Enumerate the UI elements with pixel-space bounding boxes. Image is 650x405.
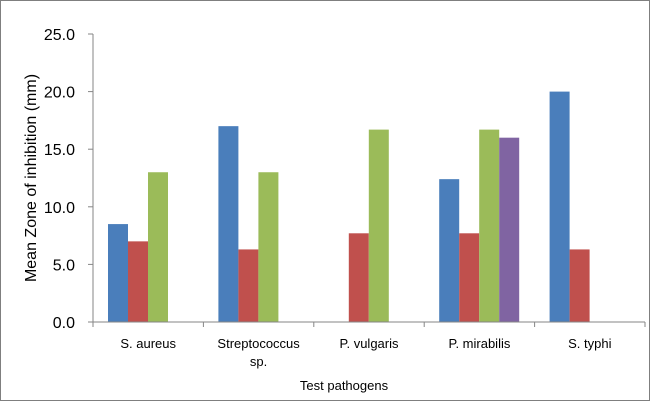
x-tick-label-line: Streptococcus [217, 336, 300, 351]
y-tick-label: 25.0 [44, 27, 75, 44]
x-tick-label: S. aureus [120, 336, 176, 351]
x-tick-label-line: S. aureus [120, 336, 176, 351]
bar [108, 224, 128, 322]
bar [238, 249, 259, 322]
x-ticks: S. aureus Streptococcus sp. P. vulgaris P. m… [92, 322, 646, 369]
y-ticks: 0.0 5.0 10.0 15.0 20.0 25.0 [44, 27, 93, 332]
bar [128, 241, 148, 322]
bar [258, 172, 279, 322]
x-tick-label: P. mirabilis [448, 336, 510, 351]
x-tick-label: P. vulgaris [339, 336, 399, 351]
bar [459, 233, 480, 322]
x-tick-label-line: sp. [250, 354, 267, 369]
y-tick-label: 15.0 [44, 142, 75, 159]
x-tick-label: S. typhi [568, 336, 611, 351]
x-tick-label-line: P. vulgaris [339, 336, 399, 351]
bar [569, 249, 590, 322]
y-axis-title: Mean Zone of inhibition (mm) [23, 74, 40, 282]
bar [218, 126, 239, 322]
bar [499, 137, 520, 322]
x-tick-label-line: P. mirabilis [448, 336, 510, 351]
bar [439, 179, 460, 322]
bars [108, 91, 590, 322]
x-tick-label-line: S. typhi [568, 336, 611, 351]
bar [368, 129, 389, 322]
x-axis-title: Test pathogens [300, 378, 389, 393]
bar [348, 233, 369, 322]
bar [148, 172, 168, 322]
bar [479, 129, 500, 322]
x-tick-label: Streptococcus sp. [217, 336, 300, 369]
bar [549, 91, 570, 322]
y-tick-label: 0.0 [53, 315, 75, 332]
y-tick-label: 10.0 [44, 200, 75, 217]
y-tick-label: 20.0 [44, 85, 75, 102]
y-tick-label: 5.0 [53, 257, 75, 274]
